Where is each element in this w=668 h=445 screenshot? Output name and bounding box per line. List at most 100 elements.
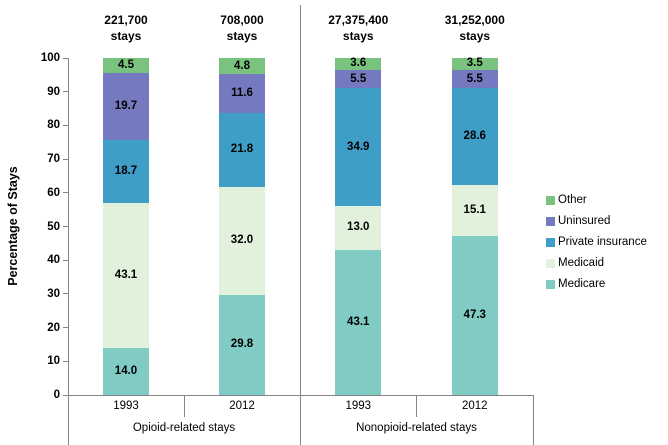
bar-segment: 15.1 <box>451 184 498 236</box>
legend-swatch-icon <box>546 216 555 226</box>
bar-value-label: 4.8 <box>234 59 250 72</box>
bar-segment: 34.9 <box>335 88 382 206</box>
bar-value-label: 32.0 <box>230 234 254 247</box>
y-tick-mark <box>63 192 68 194</box>
bar-value-label: 5.5 <box>466 72 483 85</box>
year-label: 2012 <box>461 400 488 412</box>
y-tick-mark <box>63 360 68 362</box>
y-tick-mark <box>63 327 68 329</box>
legend-label: Private insurance <box>558 236 647 248</box>
bar-value-label: 43.1 <box>114 268 138 281</box>
group-label: Opioid-related stays <box>132 422 236 434</box>
legend-swatch-icon <box>546 237 555 247</box>
legend-item: Medicaid <box>546 257 604 269</box>
bar-value-label: 19.7 <box>114 99 138 112</box>
bar-segment: 19.7 <box>103 73 149 140</box>
annotation-count: 221,700 <box>104 13 148 27</box>
year-divider-line <box>416 395 417 417</box>
bar-segment: 28.6 <box>451 88 498 185</box>
bar-segment: 18.7 <box>103 139 149 203</box>
bar-count-annotation: 708,000 stays <box>182 12 302 44</box>
bar-segment: 3.5 <box>451 57 498 70</box>
y-tick-label: 90 <box>47 85 60 98</box>
bar-segment: 13.0 <box>335 205 382 250</box>
y-tick-label: 20 <box>47 321 60 334</box>
annotation-unit: stays <box>459 29 491 43</box>
bar-count-annotation: 31,252,000 stays <box>415 12 535 44</box>
year-label: 1993 <box>113 400 139 412</box>
bar-value-label: 15.1 <box>463 203 486 216</box>
bar-value-label: 3.5 <box>466 57 483 70</box>
bar-value-label: 43.1 <box>347 315 370 328</box>
bar-value-label: 13.0 <box>347 221 370 234</box>
bar-value-label: 47.3 <box>463 308 486 321</box>
bar-segment: 4.5 <box>103 58 149 74</box>
y-tick-mark <box>63 226 68 227</box>
legend-label: Medicare <box>558 278 606 290</box>
y-tick-label: 30 <box>47 287 60 300</box>
x-axis-line <box>63 395 533 396</box>
bar-segment: 43.1 <box>103 202 149 348</box>
annotation-count: 708,000 <box>220 13 264 27</box>
year-label: 1993 <box>345 400 372 412</box>
bar-segment: 47.3 <box>451 235 498 395</box>
y-tick-mark <box>63 91 68 93</box>
annotation-count: 27,375,400 <box>328 13 389 27</box>
annotation-count: 31,252,000 <box>444 13 505 27</box>
bar-value-label: 21.8 <box>230 143 254 156</box>
bar-segment: 29.8 <box>219 294 265 395</box>
year-divider-line <box>184 395 185 417</box>
y-tick-label: 60 <box>47 186 60 199</box>
annotation-unit: stays <box>226 29 258 43</box>
y-tick-mark <box>63 158 68 160</box>
y-tick-label: 70 <box>47 153 60 166</box>
bar-value-label: 29.8 <box>230 338 254 351</box>
y-tick-mark <box>63 124 68 126</box>
legend-item: Private insurance <box>546 236 647 248</box>
bar-segment: 32.0 <box>219 186 265 295</box>
bar-value-label: 11.6 <box>231 87 253 100</box>
bar-value-label: 14.0 <box>114 364 138 377</box>
y-tick-mark <box>63 259 68 261</box>
legend-item: Other <box>546 194 587 206</box>
y-tick-label: 40 <box>47 254 60 267</box>
annotation-unit: stays <box>110 29 142 43</box>
y-tick-label: 50 <box>47 220 60 233</box>
legend-label: Medicaid <box>558 257 605 269</box>
legend-swatch-icon <box>546 279 555 289</box>
bar-segment: 4.8 <box>219 58 265 75</box>
right-border-line <box>533 395 534 445</box>
bar-segment: 21.8 <box>219 113 265 187</box>
bar-value-label: 28.6 <box>463 130 486 143</box>
legend-swatch-icon <box>546 195 555 205</box>
legend-item: Medicare <box>546 278 605 290</box>
bar-segment: 3.6 <box>335 57 382 70</box>
bar-count-annotation: 27,375,400 stays <box>298 12 418 44</box>
annotation-unit: stays <box>342 29 374 43</box>
bar-value-label: 4.5 <box>118 59 134 72</box>
y-tick-label: 0 <box>53 389 60 401</box>
legend-label: Uninsured <box>558 215 611 227</box>
year-label: 2012 <box>229 400 255 412</box>
bar-segment: 14.0 <box>103 347 149 395</box>
bar-segment: 5.5 <box>451 69 498 89</box>
bar-segment: 5.5 <box>335 69 382 89</box>
y-tick-mark <box>63 57 68 59</box>
legend-item: Uninsured <box>546 215 610 227</box>
bar-count-annotation: 221,700 stays <box>66 12 186 44</box>
group-separator-line <box>300 5 301 445</box>
legend-swatch-icon <box>546 258 555 268</box>
y-axis-line <box>68 58 69 445</box>
bar-value-label: 34.9 <box>347 140 370 153</box>
group-label: Nonopioid-related stays <box>356 422 477 434</box>
y-tick-label: 10 <box>47 355 60 368</box>
bar-value-label: 18.7 <box>114 164 138 177</box>
y-tick-label: 80 <box>47 119 60 132</box>
bar-value-label: 3.6 <box>350 57 367 70</box>
y-tick-label: 100 <box>40 52 60 64</box>
legend-label: Other <box>558 194 587 206</box>
bar-segment: 43.1 <box>335 249 382 395</box>
bar-segment: 11.6 <box>219 74 265 114</box>
bar-value-label: 5.5 <box>350 72 367 85</box>
